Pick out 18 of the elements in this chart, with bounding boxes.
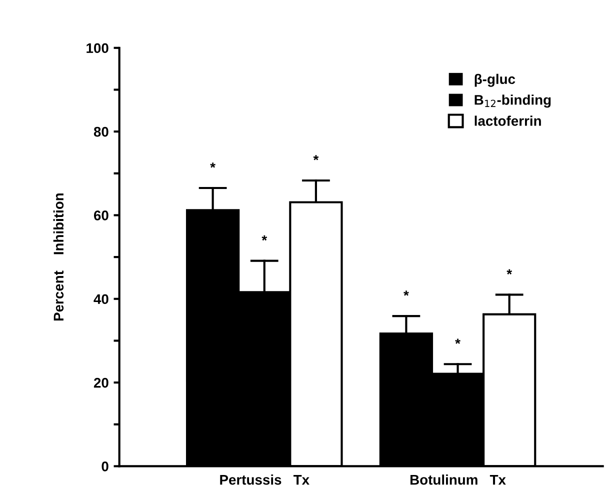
annotation: * <box>210 162 216 168</box>
annotation: * <box>262 235 268 241</box>
legend-label: B$_{12}$-binding <box>474 94 551 108</box>
y-tick-label: 60 <box>94 210 108 220</box>
annotation: * <box>313 155 319 160</box>
y-tick-label: 20 <box>94 378 108 388</box>
legend-label: lactoferrin <box>474 116 541 126</box>
annotation: * <box>506 269 512 274</box>
y-tick-label: 40 <box>94 294 108 304</box>
y-axis-title: Percent Inhibition <box>53 193 64 321</box>
x-tick-label: Pertussis Tx <box>220 474 310 485</box>
annotation: * <box>404 290 409 296</box>
y-tick-label: 0 <box>102 462 108 472</box>
legend-label: β-gluc <box>474 74 516 87</box>
annotation: * <box>455 338 460 344</box>
y-tick-label: 80 <box>94 126 108 137</box>
y-tick-label: 100 <box>86 43 108 54</box>
x-tick-label: Botulinum Tx <box>410 474 506 485</box>
